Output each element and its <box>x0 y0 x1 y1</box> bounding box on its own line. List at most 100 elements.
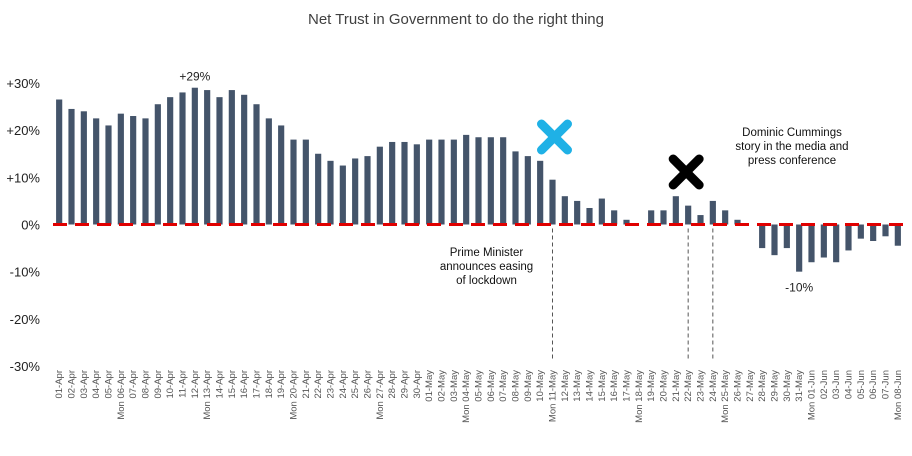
x-tick-label: 10-Apr <box>165 370 176 399</box>
bar <box>216 97 223 225</box>
bar <box>808 224 815 263</box>
bar <box>586 207 593 225</box>
bar <box>574 200 581 225</box>
x-tick-label: 23-Apr <box>326 370 337 399</box>
x-tick-label: Mon 20-Apr <box>289 370 300 420</box>
bar <box>537 160 544 225</box>
bar <box>512 151 519 225</box>
bar <box>463 134 470 225</box>
x-tick-label: 26-Apr <box>363 370 374 399</box>
event-cross-marker <box>537 119 572 155</box>
bar <box>265 118 272 225</box>
bar <box>722 210 729 225</box>
bar <box>401 141 408 225</box>
y-tick-label: 0% <box>21 218 40 233</box>
bar <box>327 160 334 225</box>
x-tick-label: 17-Apr <box>252 370 263 399</box>
x-tick-label: 14-Apr <box>215 370 226 399</box>
y-tick-label: +10% <box>6 170 40 185</box>
bar <box>771 224 778 256</box>
bar <box>450 139 457 225</box>
bar <box>709 200 716 225</box>
x-tick-label: 19-May <box>646 370 657 402</box>
x-tick-label: 29-May <box>770 370 781 402</box>
bar <box>845 224 852 251</box>
x-tick-label: 05-Jun <box>856 370 867 399</box>
bar <box>833 224 840 263</box>
bar <box>524 156 531 225</box>
x-tick-label: 07-May <box>498 370 509 402</box>
x-axis: 01-Apr 02-Apr 03-Apr 04-Apr 05-Apr Mon 06-Apr… <box>54 370 904 423</box>
x-tick-label: 16-May <box>609 370 620 402</box>
chart-title: Net Trust in Government to do the right … <box>308 11 604 28</box>
x-tick-label: Mon 13-Apr <box>202 370 213 420</box>
bar <box>438 139 445 225</box>
x-tick-label: 20-May <box>659 370 670 402</box>
x-tick-label: 02-May <box>437 370 448 402</box>
bar <box>290 139 297 225</box>
x-tick-label: 21-Apr <box>301 370 312 399</box>
x-tick-label: 12-May <box>560 370 571 402</box>
x-tick-label: 31-May <box>794 370 805 402</box>
bar <box>389 141 396 225</box>
x-tick-label: 14-May <box>585 370 596 402</box>
bar <box>783 224 790 249</box>
bar <box>339 165 346 225</box>
y-tick-label: -30% <box>10 359 41 374</box>
bar <box>117 113 124 225</box>
bar <box>672 196 679 225</box>
x-tick-label: 08-Apr <box>141 370 152 399</box>
x-tick-label: 17-May <box>622 370 633 402</box>
x-tick-label: Mon 25-May <box>720 370 731 423</box>
x-tick-label: 03-Apr <box>79 370 90 399</box>
x-tick-label: 16-Apr <box>239 370 250 399</box>
x-tick-label: Mon 18-May <box>634 370 645 423</box>
x-tick-label: 30-May <box>782 370 793 402</box>
bar <box>857 224 864 239</box>
bar <box>413 144 420 225</box>
bar <box>80 111 87 225</box>
bar <box>105 125 112 225</box>
bar <box>93 118 100 225</box>
bar <box>598 198 605 225</box>
bar <box>278 125 285 225</box>
bars <box>56 87 901 272</box>
x-tick-label: 28-May <box>757 370 768 402</box>
bar <box>685 205 692 225</box>
bar <box>142 118 149 225</box>
bar <box>68 108 75 225</box>
bar <box>241 94 248 225</box>
x-tick-label: 05-Apr <box>104 370 115 399</box>
bar <box>697 215 704 225</box>
bar <box>179 92 186 225</box>
x-tick-label: 23-May <box>696 370 707 402</box>
x-tick-label: 18-Apr <box>264 370 275 399</box>
annotation-lockdown: Prime Minister announces easing of lockdow… <box>440 247 533 287</box>
x-tick-label: 09-Apr <box>153 370 164 399</box>
x-tick-label: 03-May <box>449 370 460 402</box>
x-tick-label: 07-Apr <box>128 370 139 399</box>
event-cross-marker <box>668 154 704 190</box>
x-tick-label: 05-May <box>474 370 485 402</box>
x-tick-label: Mon 04-May <box>461 370 472 423</box>
x-tick-label: 26-May <box>733 370 744 402</box>
x-tick-label: 28-Apr <box>387 370 398 399</box>
x-tick-label: Mon 01-Jun <box>807 370 818 420</box>
bar <box>611 210 618 225</box>
bar <box>253 104 260 225</box>
x-tick-label: 29-Apr <box>400 370 411 399</box>
annotations: +29% -10% Prime Minister announces easing of… <box>179 70 849 360</box>
bar <box>894 224 901 246</box>
bar <box>167 97 174 225</box>
bar <box>228 90 235 225</box>
x-tick-label: Mon 27-Apr <box>375 370 386 420</box>
x-tick-label: 06-Jun <box>868 370 879 399</box>
x-tick-label: 21-May <box>671 370 682 402</box>
x-tick-label: 13-May <box>572 370 583 402</box>
annotation-cummings: Dominic Cummings story in the media and pr… <box>735 127 848 167</box>
bar <box>376 146 383 225</box>
bar <box>561 196 568 225</box>
x-tick-label: 12-Apr <box>190 370 201 399</box>
x-tick-label: 04-Apr <box>91 370 102 399</box>
bar <box>648 210 655 225</box>
